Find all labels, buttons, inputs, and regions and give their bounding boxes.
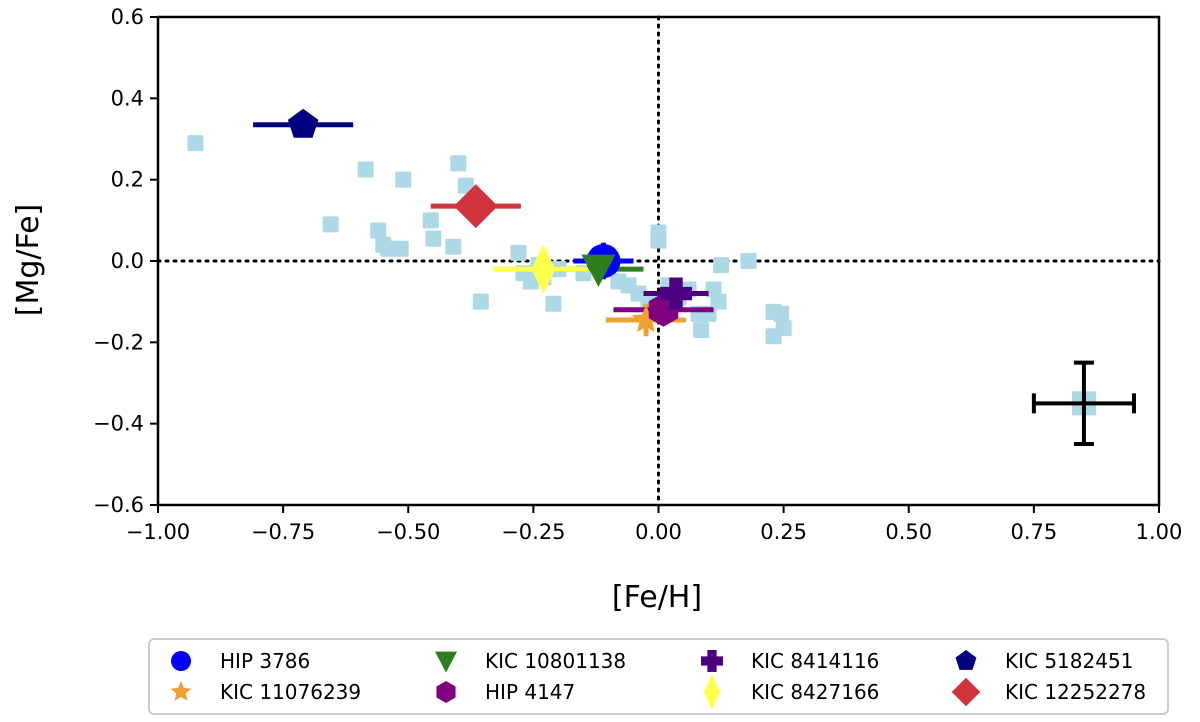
x-axis-label: [Fe/H] <box>612 580 702 615</box>
legend-marker-pentagon <box>955 650 977 670</box>
sample-point <box>773 305 790 322</box>
sample-point <box>422 212 439 229</box>
y-tick-label: 0.0 <box>111 249 144 273</box>
x-tick-label: 1.00 <box>1136 520 1183 544</box>
marker-triangle-down <box>581 254 616 287</box>
y-tick-label: 0.4 <box>111 86 144 110</box>
marker-star <box>631 304 661 333</box>
sample-point <box>522 273 539 290</box>
y-tick-label: −0.4 <box>93 412 144 436</box>
sample-point <box>357 161 374 178</box>
sample-point <box>775 320 792 337</box>
sample-point <box>710 293 727 310</box>
sample-point <box>450 155 467 172</box>
legend-marker-hexagon <box>436 681 456 703</box>
sample-point <box>187 135 204 152</box>
legend-label: KIC 10801138 <box>485 649 626 673</box>
sample-point <box>740 253 757 269</box>
sample-point <box>322 216 339 233</box>
marker-diamond <box>453 184 498 229</box>
x-tick-label: 0.00 <box>635 520 682 544</box>
x-tick-label: 0.25 <box>760 520 807 544</box>
legend-label: KIC 8414116 <box>751 649 879 673</box>
legend-marker-plus <box>701 650 723 672</box>
legend-marker-circle <box>171 651 191 671</box>
x-tick-label: 0.50 <box>885 520 932 544</box>
legend-label: HIP 3786 <box>220 649 310 673</box>
typical-error-bar <box>1031 360 1136 446</box>
sample-point <box>457 177 474 194</box>
legend-label: KIC 11076239 <box>220 680 361 704</box>
legend-marker-diamond <box>951 677 981 707</box>
sample-point <box>510 244 527 261</box>
legend-label: KIC 12252278 <box>1005 680 1146 704</box>
x-tick-label: −0.50 <box>376 520 440 544</box>
y-tick-label: 0.2 <box>111 168 144 192</box>
reference-lines <box>156 15 1161 507</box>
sample-point <box>705 281 722 298</box>
legend-label: KIC 5182451 <box>1005 649 1133 673</box>
y-axis-ticks: −0.6 −0.4 −0.2 0.0 0.2 0.4 0.6 <box>93 5 158 517</box>
sample-point <box>395 171 412 188</box>
legend-label: KIC 8427166 <box>751 680 879 704</box>
x-tick-label: −1.00 <box>126 520 190 544</box>
background-sample <box>187 135 792 345</box>
y-tick-label: −0.2 <box>93 330 144 354</box>
x-tick-label: 0.75 <box>1010 520 1057 544</box>
x-axis-ticks: −1.00 −0.75 −0.50 −0.25 0.00 0.25 0.50 0.75 1.00 <box>126 505 1183 544</box>
marker-pentagon <box>287 108 319 138</box>
legend-marker-triangle-down <box>435 651 457 673</box>
legend: HIP 3786 KIC 11076239 KIC 10801138 HIP 4147… <box>148 638 1169 715</box>
marker-plus <box>660 277 693 310</box>
legend-label: HIP 4147 <box>485 680 575 704</box>
x-tick-label: −0.25 <box>501 520 565 544</box>
sample-point <box>650 224 667 241</box>
legend-marker-thin-diamond <box>703 674 721 710</box>
star-markers <box>287 108 693 333</box>
sample-point <box>545 295 562 312</box>
legend-box <box>148 638 1169 715</box>
x-tick-label: −0.75 <box>251 520 315 544</box>
sample-point <box>380 240 397 257</box>
sample-point <box>445 238 462 255</box>
marker-thin-diamond <box>531 244 556 295</box>
y-tick-label: −0.6 <box>93 493 144 517</box>
sample-point <box>425 230 442 247</box>
y-axis-label: [Mg/Fe] <box>11 204 46 317</box>
sample-point <box>693 322 710 339</box>
y-tick-label: 0.6 <box>111 5 144 29</box>
sample-point <box>392 240 409 257</box>
sample-point <box>713 257 730 274</box>
sample-point <box>370 222 387 239</box>
sample-point <box>472 293 489 310</box>
legend-marker-star <box>170 681 192 701</box>
